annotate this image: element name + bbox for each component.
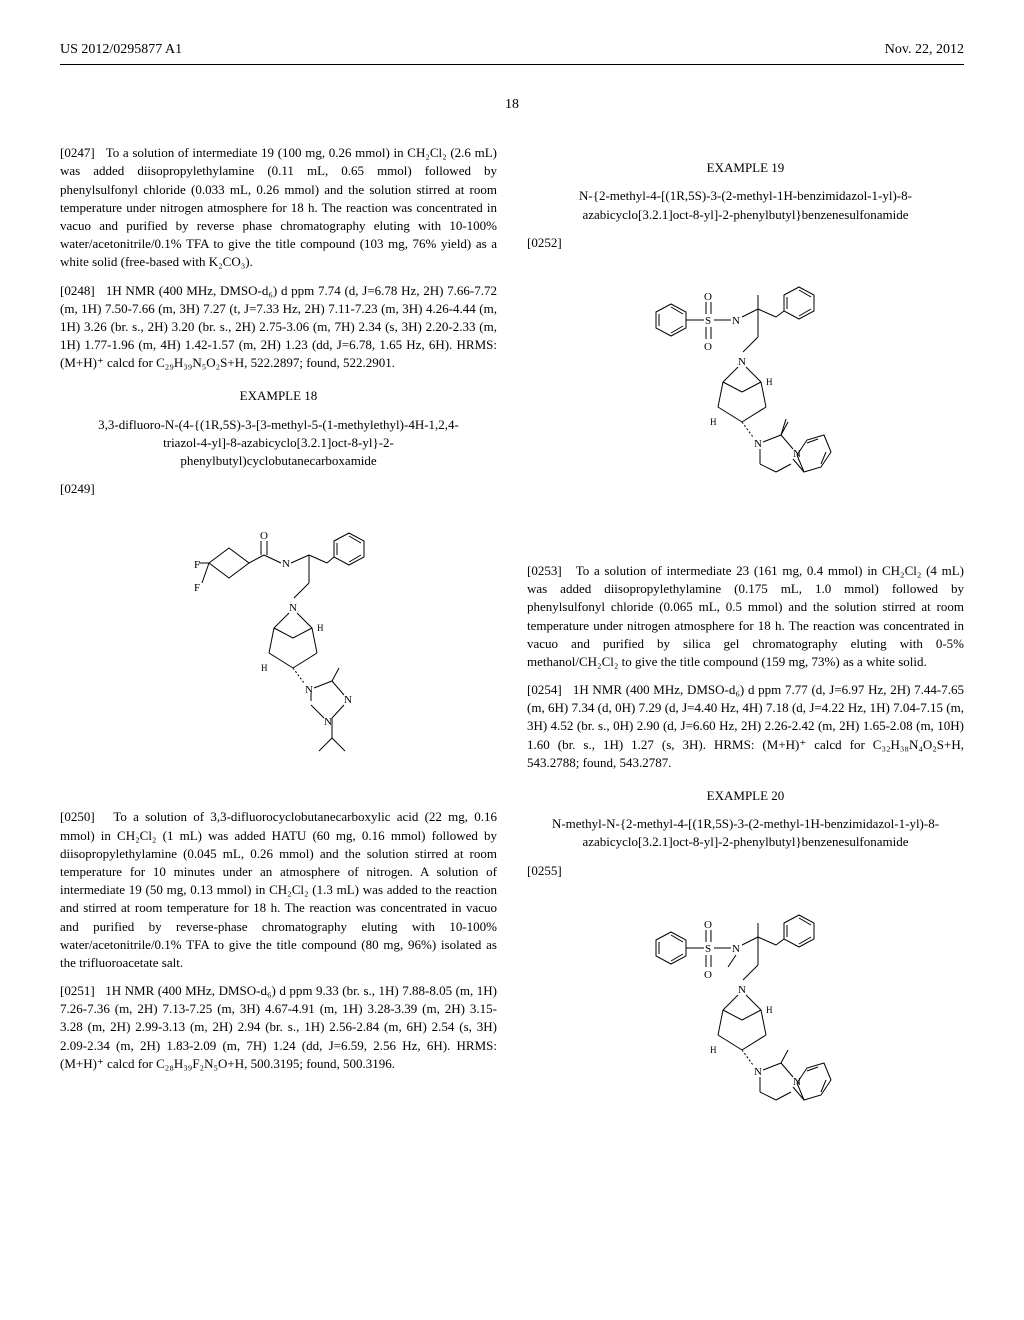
chemical-structure-19: S O O N <box>527 267 964 547</box>
svg-text:O: O <box>704 341 712 353</box>
para-text: 1H NMR (400 MHz, DMSO-d₆) d ppm 7.74 (d,… <box>60 283 497 371</box>
para-text: To a solution of intermediate 23 (161 mg… <box>527 563 964 669</box>
para-text: To a solution of intermediate 19 (100 mg… <box>60 145 497 269</box>
content-columns: [0247] To a solution of intermediate 19 … <box>60 144 964 1170</box>
paragraph-0249: [0249] <box>60 480 497 498</box>
svg-text:O: O <box>704 919 712 931</box>
svg-text:S: S <box>705 315 711 327</box>
para-num: [0249] <box>60 481 95 496</box>
svg-text:N: N <box>732 943 740 955</box>
page-header: US 2012/0295877 A1 Nov. 22, 2012 <box>60 40 964 65</box>
svg-text:H: H <box>261 663 268 673</box>
svg-text:N: N <box>305 684 313 696</box>
paragraph-0255: [0255] <box>527 862 964 880</box>
patent-number: US 2012/0295877 A1 <box>60 40 182 60</box>
svg-text:H: H <box>766 1005 773 1015</box>
para-num: [0254] <box>527 682 562 697</box>
page-number: 18 <box>60 95 964 115</box>
svg-text:H: H <box>766 377 773 387</box>
publication-date: Nov. 22, 2012 <box>885 40 964 60</box>
svg-text:H: H <box>710 1045 717 1055</box>
svg-text:N: N <box>793 1076 801 1088</box>
para-num: [0253] <box>527 563 562 578</box>
example-18-title: 3,3-difluoro-N-(4-{(1R,5S)-3-[3-methyl-5… <box>60 416 497 471</box>
svg-text:F: F <box>194 559 200 571</box>
paragraph-0253: [0253] To a solution of intermediate 23 … <box>527 562 964 671</box>
chemical-structure-18: F F O N <box>60 513 497 793</box>
svg-text:N: N <box>282 558 290 570</box>
example-20-heading: EXAMPLE 20 <box>527 787 964 805</box>
para-num: [0255] <box>527 863 562 878</box>
svg-text:N: N <box>738 984 746 996</box>
para-num: [0251] <box>60 983 95 998</box>
svg-text:H: H <box>710 417 717 427</box>
svg-text:S: S <box>705 943 711 955</box>
paragraph-0251: [0251] 1H NMR (400 MHz, DMSO-d₆) d ppm 9… <box>60 982 497 1073</box>
para-text: 1H NMR (400 MHz, DMSO-d₆) d ppm 7.77 (d,… <box>527 682 964 770</box>
svg-text:N: N <box>732 315 740 327</box>
para-num: [0248] <box>60 283 95 298</box>
example-19-title: N-{2-methyl-4-[(1R,5S)-3-(2-methyl-1H-be… <box>527 187 964 223</box>
left-column: [0247] To a solution of intermediate 19 … <box>60 144 497 1170</box>
para-text: 1H NMR (400 MHz, DMSO-d₆) d ppm 9.33 (br… <box>60 983 497 1071</box>
para-num: [0250] <box>60 809 95 824</box>
right-column: EXAMPLE 19 N-{2-methyl-4-[(1R,5S)-3-(2-m… <box>527 144 964 1170</box>
chemical-structure-20: S O O N <box>527 895 964 1155</box>
example-18-heading: EXAMPLE 18 <box>60 387 497 405</box>
svg-text:N: N <box>324 716 332 728</box>
para-num: [0247] <box>60 145 95 160</box>
svg-text:N: N <box>793 448 801 460</box>
svg-text:N: N <box>754 1066 762 1078</box>
paragraph-0250: [0250] To a solution of 3,3-difluorocycl… <box>60 808 497 972</box>
paragraph-0247: [0247] To a solution of intermediate 19 … <box>60 144 497 271</box>
para-text: To a solution of 3,3-difluorocyclobutane… <box>60 809 497 970</box>
svg-text:F: F <box>194 582 200 594</box>
para-num: [0252] <box>527 235 562 250</box>
svg-text:N: N <box>289 602 297 614</box>
example-19-heading: EXAMPLE 19 <box>527 159 964 177</box>
svg-text:O: O <box>260 530 268 542</box>
svg-text:N: N <box>754 438 762 450</box>
svg-text:N: N <box>344 694 352 706</box>
paragraph-0252: [0252] <box>527 234 964 252</box>
svg-text:H: H <box>317 623 324 633</box>
example-20-title: N-methyl-N-{2-methyl-4-[(1R,5S)-3-(2-met… <box>527 815 964 851</box>
svg-text:N: N <box>738 356 746 368</box>
svg-text:O: O <box>704 969 712 981</box>
svg-text:O: O <box>704 291 712 303</box>
paragraph-0254: [0254] 1H NMR (400 MHz, DMSO-d₆) d ppm 7… <box>527 681 964 772</box>
paragraph-0248: [0248] 1H NMR (400 MHz, DMSO-d₆) d ppm 7… <box>60 282 497 373</box>
